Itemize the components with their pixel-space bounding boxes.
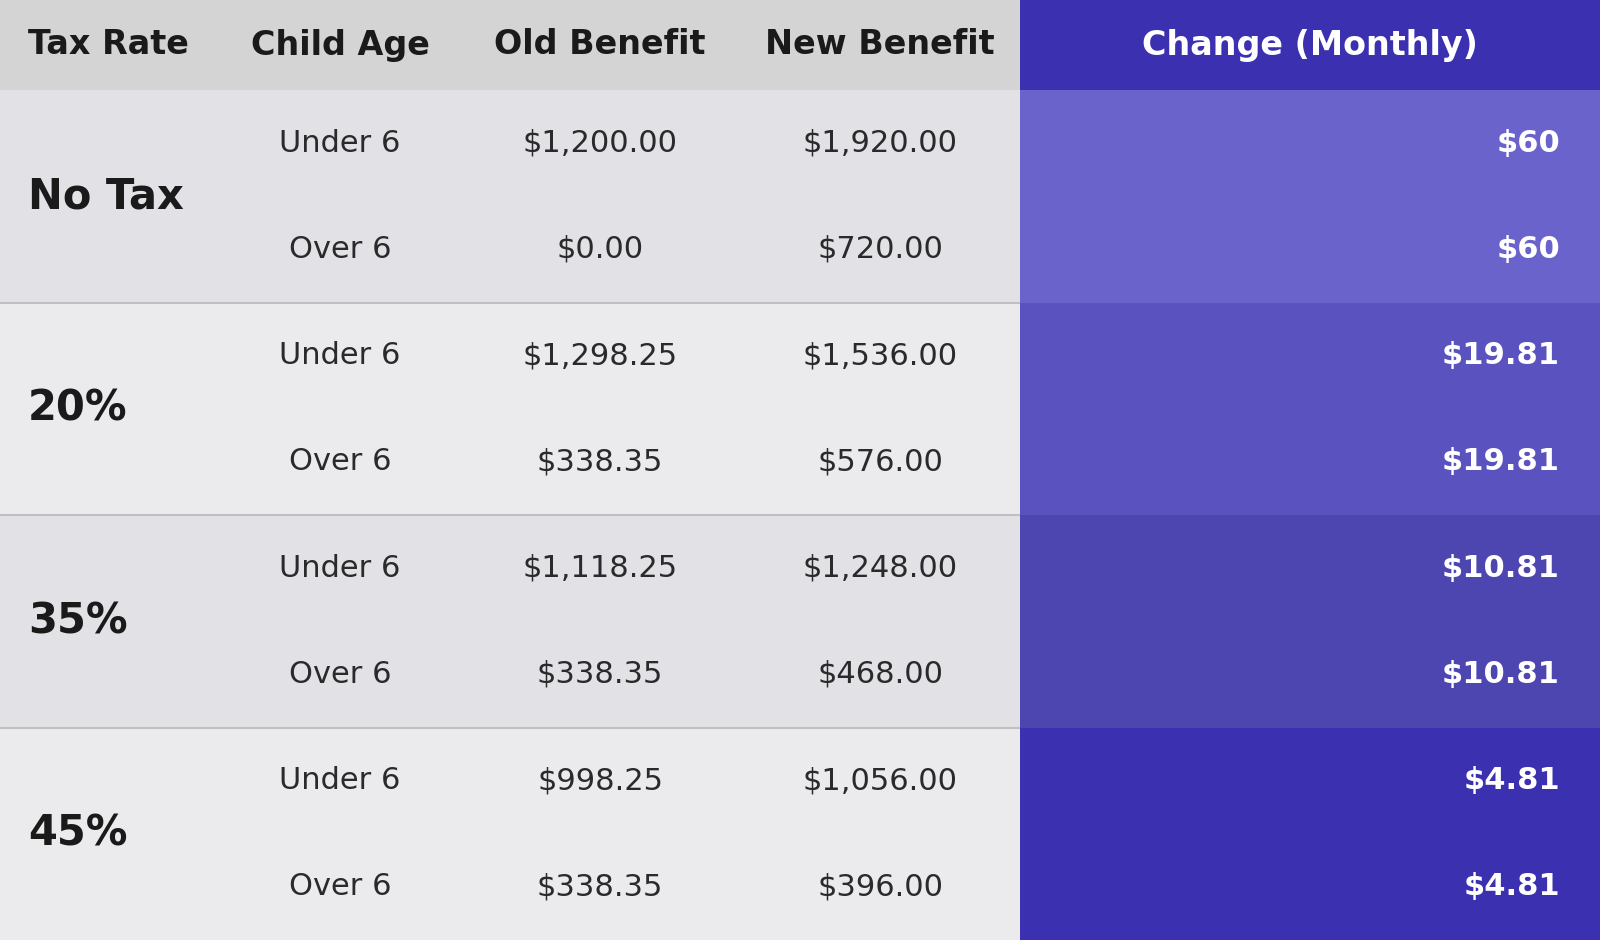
Text: Under 6: Under 6 (280, 766, 400, 795)
Bar (0, 728, 221, 940)
Text: $1,536.00: $1,536.00 (803, 341, 957, 370)
Bar (739, 303, 1021, 515)
Text: Over 6: Over 6 (288, 447, 392, 477)
Text: Change (Monthly): Change (Monthly) (1142, 28, 1478, 61)
Text: Under 6: Under 6 (280, 341, 400, 370)
Text: Old Benefit: Old Benefit (494, 28, 706, 61)
Text: $998.25: $998.25 (538, 766, 662, 795)
Bar (461, 0, 739, 90)
Bar (1021, 90, 1600, 303)
Text: $338.35: $338.35 (538, 872, 662, 901)
Bar (739, 90, 1021, 303)
Text: $4.81: $4.81 (1464, 872, 1560, 901)
Text: $60: $60 (1496, 129, 1560, 158)
Text: $60: $60 (1496, 235, 1560, 264)
Text: $1,200.00: $1,200.00 (523, 129, 677, 158)
Text: 35%: 35% (29, 601, 128, 642)
Bar (1021, 0, 1600, 90)
Text: $1,118.25: $1,118.25 (523, 554, 677, 583)
Text: $1,920.00: $1,920.00 (803, 129, 957, 158)
Text: $10.81: $10.81 (1442, 660, 1560, 689)
Bar (0, 0, 221, 90)
Bar (1021, 303, 1600, 515)
Bar (221, 515, 461, 728)
Bar (739, 515, 1021, 728)
Bar (461, 728, 739, 940)
Text: Tax Rate: Tax Rate (29, 28, 189, 61)
Bar (1021, 728, 1600, 940)
Bar (461, 515, 739, 728)
Text: 45%: 45% (29, 813, 128, 854)
Text: Under 6: Under 6 (280, 129, 400, 158)
Text: New Benefit: New Benefit (765, 28, 995, 61)
Text: $468.00: $468.00 (818, 660, 942, 689)
Text: No Tax: No Tax (29, 175, 184, 217)
Bar (461, 90, 739, 303)
Text: Over 6: Over 6 (288, 872, 392, 901)
Bar (221, 90, 461, 303)
Text: $19.81: $19.81 (1442, 447, 1560, 477)
Bar (1021, 515, 1600, 728)
Text: Over 6: Over 6 (288, 660, 392, 689)
Text: $338.35: $338.35 (538, 447, 662, 477)
Text: $19.81: $19.81 (1442, 341, 1560, 370)
Bar (0, 515, 221, 728)
Text: $338.35: $338.35 (538, 660, 662, 689)
Bar (221, 303, 461, 515)
Text: Child Age: Child Age (251, 28, 429, 61)
Text: $720.00: $720.00 (818, 235, 942, 264)
Text: $396.00: $396.00 (818, 872, 942, 901)
Bar (221, 728, 461, 940)
Text: Under 6: Under 6 (280, 554, 400, 583)
Bar (221, 0, 461, 90)
Text: $1,056.00: $1,056.00 (803, 766, 957, 795)
Bar (0, 303, 221, 515)
Bar (739, 728, 1021, 940)
Bar (461, 303, 739, 515)
Text: 20%: 20% (29, 387, 128, 430)
Text: $576.00: $576.00 (818, 447, 942, 477)
Text: $10.81: $10.81 (1442, 554, 1560, 583)
Text: $1,298.25: $1,298.25 (523, 341, 677, 370)
Text: $1,248.00: $1,248.00 (803, 554, 957, 583)
Text: Over 6: Over 6 (288, 235, 392, 264)
Text: $0.00: $0.00 (557, 235, 643, 264)
Bar (739, 0, 1021, 90)
Bar (0, 90, 221, 303)
Text: $4.81: $4.81 (1464, 766, 1560, 795)
